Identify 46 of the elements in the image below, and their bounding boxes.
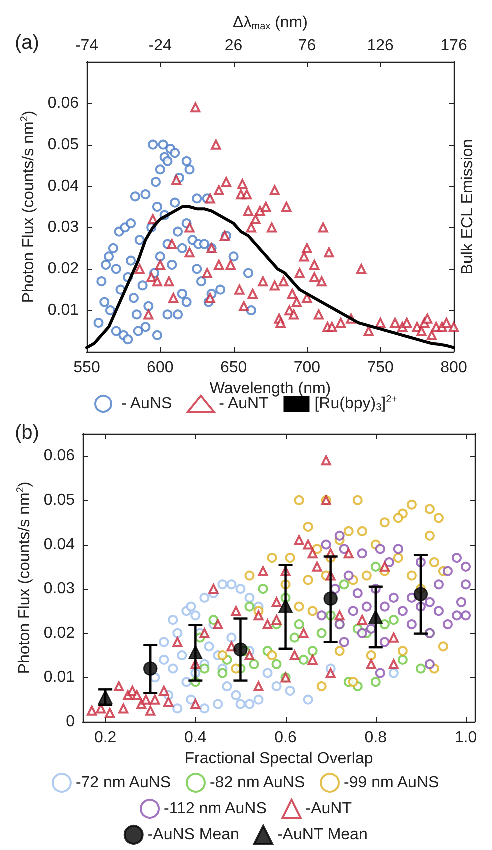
- y-tick-label: 0.02: [44, 624, 76, 642]
- legend-label: -99 nm AuNS: [344, 774, 440, 792]
- x-tick-label: 0.6: [274, 730, 297, 746]
- y-axis-title: Photon Flux (counts/s nm2): [16, 482, 34, 674]
- y-tick-label: 0.01: [44, 669, 76, 686]
- y-tick-label: 0.03: [48, 219, 80, 236]
- y-tick-label: 0.02: [48, 260, 80, 278]
- x-tick-label: 0.8: [364, 730, 388, 746]
- x2-tick-label: 26: [224, 38, 243, 54]
- chart-title: (b): [15, 422, 40, 444]
- y-tick-label: 0.01: [48, 302, 80, 320]
- legend-label: -72 nm AuNS: [76, 774, 172, 792]
- legend-label: - AuNT: [219, 396, 270, 412]
- y-tick-label: 0: [66, 714, 76, 730]
- y-tick-label: 0.04: [48, 178, 80, 195]
- legend-label: -112 nm AuNS: [164, 800, 267, 818]
- legend-label: -AuNS Mean: [148, 826, 240, 844]
- legend-label: -AuNT Mean: [277, 826, 368, 844]
- legend-label: - AuNS: [122, 396, 172, 412]
- y-axis-title: Photon Flux (counts/s nm2): [19, 110, 38, 304]
- x-tick-label: 0.4: [184, 730, 207, 746]
- y-tick-label: 0.06: [44, 448, 76, 465]
- x-tick-label: 650: [220, 360, 248, 376]
- x-tick-label: 700: [294, 360, 321, 376]
- y-tick-label: 0.05: [48, 136, 80, 154]
- x2-tick-label: 76: [298, 38, 316, 54]
- y-tick-label: 0.04: [44, 536, 76, 554]
- x2-tick-label: -74: [75, 38, 99, 54]
- legend-label: -82 nm AuNS: [210, 774, 306, 792]
- x-axis-title: Fractional Spectal Overlap: [184, 750, 374, 768]
- x-tick-label: 800: [440, 360, 468, 376]
- y2-axis-title: Bulk ECL Emission: [460, 139, 476, 275]
- y-tick-label: 0.06: [48, 94, 80, 112]
- y-tick-label: 0.05: [44, 492, 76, 509]
- x2-tick-label: 126: [367, 38, 394, 54]
- x-tick-label: 1.0: [454, 730, 478, 746]
- x-axis-title: Wavelength (nm): [210, 380, 332, 398]
- x2-tick-label: -24: [148, 38, 172, 54]
- x-tick-label: 750: [367, 360, 394, 376]
- legend-label: -AuNT: [306, 800, 352, 818]
- x2-tick-label: 176: [440, 38, 468, 54]
- x-tick-label: 0.2: [94, 730, 117, 746]
- chart-title: (a): [15, 32, 40, 54]
- y-tick-label: 0.03: [44, 580, 76, 598]
- x-tick-label: 550: [74, 360, 100, 376]
- x-tick-label: 600: [147, 360, 174, 376]
